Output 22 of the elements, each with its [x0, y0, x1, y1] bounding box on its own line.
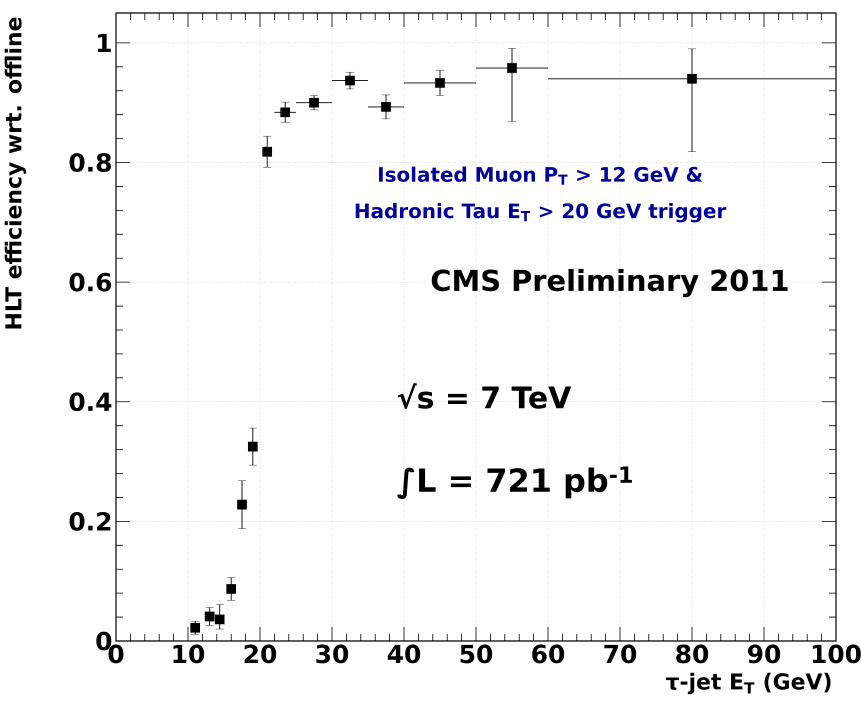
y-tick-label: 0.6 [70, 272, 112, 292]
y-tick-label: 1 [98, 34, 111, 52]
annotation: Isolated Muon P$_{T}$ > 12 GeV & [379, 166, 702, 185]
y-tick-label: 0.2 [70, 512, 110, 531]
y-axis-title: HLT efficiency wrt. offline [4, 18, 26, 328]
x-tick-label: 80 [676, 644, 708, 664]
annotation: Hadronic Tau E$_{T}$ > 20 GeV trigger [356, 202, 726, 222]
x-tick-label: 20 [244, 644, 276, 664]
y-tick-label: 0.8 [70, 153, 111, 172]
x-tick-label: 60 [532, 644, 564, 664]
x-tick-label: 90 [748, 644, 780, 664]
x-axis-title: τ-jet E$_{T}$ (GeV) [666, 672, 831, 694]
annotation: ∫L = 721 pb$^{-1}$ [397, 466, 632, 499]
annotation: CMS Preliminary 2011 [432, 268, 788, 298]
x-tick-label: 40 [388, 644, 420, 664]
x-tick-label: 30 [316, 644, 348, 664]
y-tick-label: 0.4 [70, 392, 112, 412]
annotation: √s = 7 TeV [398, 383, 572, 409]
x-tick-label: 50 [460, 644, 492, 664]
x-tick-label: 10 [173, 644, 204, 664]
x-tick-label: 70 [604, 644, 636, 664]
x-tick-label: 100 [812, 644, 861, 664]
